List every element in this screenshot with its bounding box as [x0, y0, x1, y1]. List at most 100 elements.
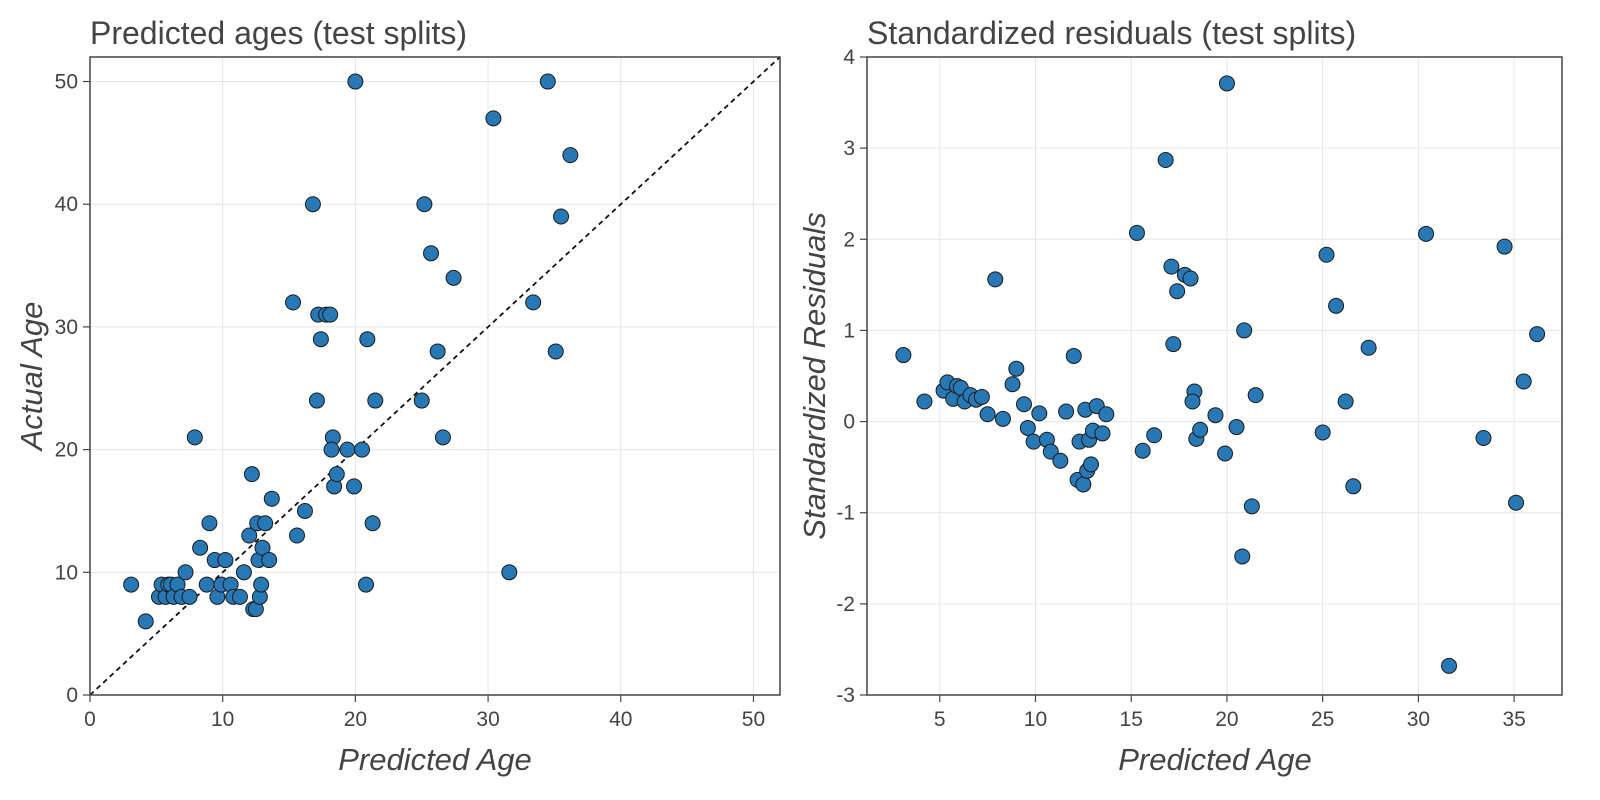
data-point — [1207, 407, 1224, 424]
data-point — [346, 478, 363, 495]
x-tick-label: 35 — [1502, 708, 1525, 731]
y-tick-label: 40 — [55, 193, 78, 216]
data-point — [1052, 452, 1069, 469]
y-tick-label: 2 — [843, 228, 855, 251]
x-tick-label: 15 — [1120, 708, 1143, 731]
data-point — [192, 539, 209, 556]
data-point — [241, 527, 258, 544]
data-point — [1328, 297, 1345, 314]
data-point — [217, 552, 234, 569]
y-axis-label: Standardized Residuals — [797, 212, 832, 539]
y-tick-label: 30 — [55, 316, 78, 339]
data-point — [257, 515, 274, 532]
data-point — [429, 343, 446, 360]
data-point — [1337, 393, 1354, 410]
standardized-residuals-panel: 5 10 15 20 25 30 35 -3 -2 -1 0 1 2 3 4 Standardized re… — [797, 15, 1563, 777]
y-tick-label: 20 — [55, 439, 78, 462]
data-point — [198, 576, 215, 593]
data-point — [1019, 419, 1036, 436]
y-tick-label: -2 — [836, 593, 855, 616]
y-tick-label: -1 — [836, 502, 855, 525]
data-point — [328, 466, 345, 483]
data-point — [367, 392, 384, 409]
data-point — [263, 490, 280, 507]
data-point — [485, 110, 502, 127]
x-axis-label: Predicted Age — [338, 742, 532, 777]
data-point — [895, 347, 912, 364]
x-tick-label: 20 — [344, 708, 367, 731]
chart-title: Standardized residuals (test splits) — [867, 15, 1356, 51]
data-point — [304, 196, 321, 213]
x-tick-label: 20 — [1215, 708, 1238, 731]
data-point — [1218, 75, 1235, 92]
y-tick-label: 0 — [66, 684, 78, 707]
x-tick-label: 25 — [1311, 708, 1334, 731]
x-tick-label: 30 — [476, 708, 499, 731]
data-point — [186, 429, 203, 446]
data-point — [1157, 151, 1174, 168]
data-point — [413, 392, 430, 409]
data-point — [354, 441, 371, 458]
data-point — [987, 271, 1004, 288]
data-point — [525, 294, 542, 311]
plot-frame — [89, 56, 781, 696]
data-point — [1475, 429, 1492, 446]
data-point — [1058, 403, 1075, 420]
y-tick-label: 10 — [55, 561, 78, 584]
data-point — [1075, 476, 1092, 493]
data-point — [253, 576, 270, 593]
y-tick-label: 50 — [55, 71, 78, 94]
data-point — [323, 441, 340, 458]
data-point — [1163, 258, 1180, 275]
data-point — [181, 588, 198, 605]
data-point — [1314, 424, 1331, 441]
data-point — [562, 147, 579, 164]
data-point — [1515, 373, 1532, 390]
data-point — [261, 552, 278, 569]
x-tick-label: 40 — [609, 708, 632, 731]
data-point — [423, 245, 440, 262]
data-point — [243, 466, 260, 483]
data-point — [123, 576, 140, 593]
data-point — [1065, 347, 1082, 364]
x-tick-label: 10 — [211, 708, 234, 731]
data-point — [359, 331, 376, 348]
data-point — [1217, 445, 1234, 462]
data-point — [416, 196, 433, 213]
data-point — [1345, 478, 1362, 495]
data-point — [312, 331, 329, 348]
data-point — [973, 388, 990, 405]
data-point — [254, 539, 271, 556]
y-tick-label: 4 — [843, 46, 855, 69]
data-point — [308, 392, 325, 409]
x-tick-label: 30 — [1407, 708, 1430, 731]
data-point — [553, 208, 570, 225]
x-axis-label: Predicted Age — [1118, 742, 1312, 777]
data-point — [501, 564, 518, 581]
x-tick-label: 10 — [1024, 708, 1047, 731]
y-tick-label: -3 — [836, 684, 855, 707]
data-point — [1236, 322, 1253, 339]
data-point — [1128, 224, 1145, 241]
data-point — [434, 429, 451, 446]
data-point — [339, 441, 356, 458]
x-tick-label: 50 — [742, 708, 765, 731]
y-tick-label: 3 — [843, 137, 855, 160]
y-tick-label: 1 — [843, 319, 855, 342]
data-point — [1004, 376, 1021, 393]
data-point — [1098, 406, 1115, 423]
data-point — [547, 343, 564, 360]
data-point — [137, 613, 154, 630]
x-tick-label: 5 — [934, 708, 946, 731]
data-point — [177, 564, 194, 581]
data-point — [347, 73, 364, 90]
data-point — [1008, 360, 1025, 377]
data-point — [1441, 657, 1458, 674]
data-point — [916, 393, 933, 410]
data-point — [1247, 387, 1264, 404]
data-point — [285, 294, 302, 311]
y-axis-label: Actual Age — [14, 302, 49, 453]
data-point — [1083, 456, 1100, 473]
data-point — [1134, 442, 1151, 459]
data-point — [1418, 225, 1435, 242]
